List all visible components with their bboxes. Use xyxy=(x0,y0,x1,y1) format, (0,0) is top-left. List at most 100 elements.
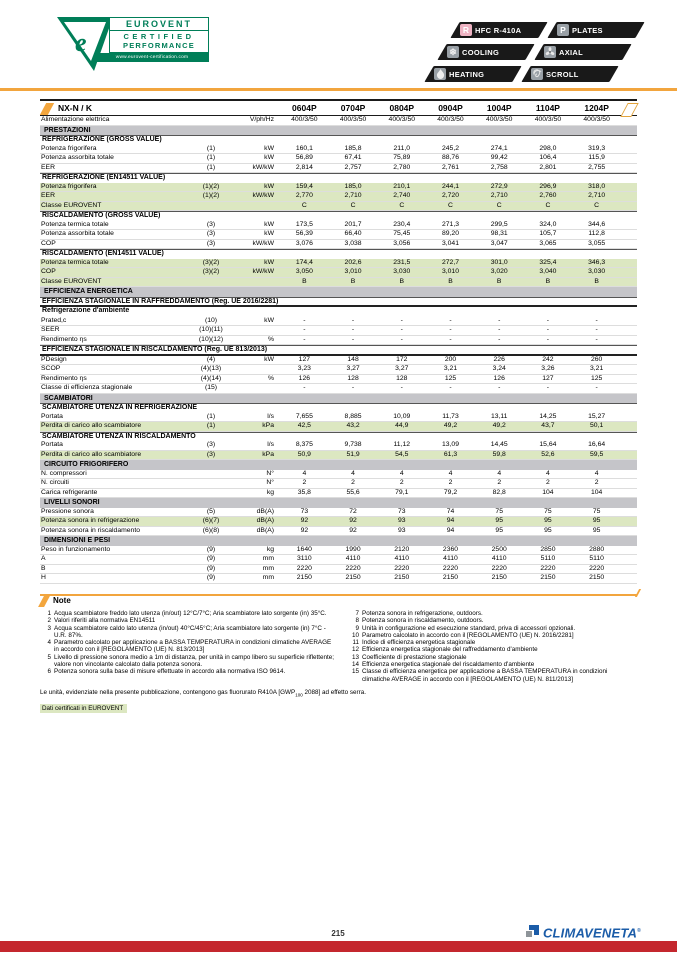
table-row: Potenza termica totale (3) kW 173,5 201,7 230… xyxy=(40,220,637,230)
row-value: 200 xyxy=(444,355,457,363)
row-value: 3,27 xyxy=(346,365,360,372)
row-unit: mm xyxy=(262,574,274,581)
row-value: - xyxy=(351,384,355,391)
row-value: - xyxy=(498,326,501,333)
row-note-ref: (3)(2) xyxy=(202,258,220,266)
model-column-header: 0704P xyxy=(340,103,366,113)
row-unit: N° xyxy=(266,469,274,477)
note-number: 13 xyxy=(351,653,359,661)
table-row: Portata (1) l/s 7,655 8,885 10,09 11,73 13,11 14… xyxy=(40,412,637,422)
row-value: 4 xyxy=(546,469,550,477)
row-value: 3,020 xyxy=(490,268,508,275)
row-value: 274,1 xyxy=(490,144,508,152)
row-value: 3,038 xyxy=(344,239,362,247)
row-value: 2,761 xyxy=(441,163,459,171)
badge-scroll: SCROLL xyxy=(521,66,619,82)
row-value: 2500 xyxy=(491,545,507,553)
row-value: 2220 xyxy=(345,564,361,572)
row-value: 226 xyxy=(493,355,505,363)
table-subsection-row: RISCALDAMENTO (EN14511 VALUE) xyxy=(40,249,637,259)
row-value: 74 xyxy=(446,507,455,515)
row-label: EFFICIENZA ENERGETICA xyxy=(44,288,133,295)
note-number: 4 xyxy=(47,639,51,647)
note-number: 7 xyxy=(355,610,359,617)
table-row: Potenza termica totale (3)(2) kW 174,4 202,6… xyxy=(40,258,637,268)
row-value: 75 xyxy=(592,507,601,515)
fluorinated-gas-statement: Le unità, evidenziate nella presente pub… xyxy=(40,688,366,698)
row-note-ref: (5) xyxy=(206,507,216,515)
row-value: - xyxy=(400,316,403,324)
row-value: 93 xyxy=(398,526,406,534)
row-value: 11,73 xyxy=(442,412,459,420)
row-label: EER xyxy=(41,163,55,171)
row-value: 346,3 xyxy=(588,258,606,266)
table-row: Carica refrigerante kg 35,8 55,6 79,1 79,2 82,… xyxy=(40,489,637,498)
row-unit: l/s xyxy=(267,412,274,420)
note-item: 7 Potenza sonora in refrigerazione, outdo… xyxy=(348,610,637,617)
row-unit: kW xyxy=(264,220,274,228)
row-note-ref: (10) xyxy=(204,316,218,324)
row-note-ref: (1) xyxy=(206,163,216,171)
note-item: 13 Coefficiente di prestazione stagionale xyxy=(348,654,637,661)
row-value: 115,9 xyxy=(588,154,605,161)
row-value: 95 xyxy=(544,526,552,534)
row-value: 245,2 xyxy=(441,144,459,152)
row-label: Potenza assorbita totale xyxy=(41,230,114,237)
row-value: 7,655 xyxy=(295,412,313,420)
row-note-ref: (1) xyxy=(206,144,216,152)
row-unit: kW/kW xyxy=(252,163,274,171)
row-value: 95 xyxy=(495,526,503,534)
row-value: 400/3/50 xyxy=(534,116,562,123)
row-unit: dB(A) xyxy=(256,517,274,524)
row-value: 2,757 xyxy=(344,163,362,171)
row-label: Perdita di carico allo scambiatore xyxy=(41,450,142,458)
row-value: 2150 xyxy=(345,574,361,581)
note-text: Coefficiente di prestazione stagionale xyxy=(362,653,467,661)
row-value: - xyxy=(498,335,501,343)
badge-label: HEATING xyxy=(449,69,485,79)
row-label: Classe EUROVENT xyxy=(41,201,102,209)
note-number: 5 xyxy=(47,653,51,661)
row-label: H xyxy=(41,574,46,581)
row-value: B xyxy=(302,277,307,285)
model-column-header: 0904P xyxy=(438,103,463,113)
badge-axial: AXIAL xyxy=(534,44,632,60)
row-value: 400/3/50 xyxy=(339,116,367,123)
note-text: Parametro calcolato per applicazione a B… xyxy=(54,639,332,654)
row-value: - xyxy=(595,316,598,324)
row-label: Rendimento ηs xyxy=(41,335,87,343)
table-row: Potenza assorbita totale (1) kW 56,89 67,41 7… xyxy=(40,154,637,164)
badge-column-right: P PLATES AXIAL SCROLL xyxy=(521,22,645,88)
row-value: 2,720 xyxy=(441,192,459,199)
row-note-ref: (3) xyxy=(206,239,216,247)
row-value: 1640 xyxy=(296,545,312,553)
row-value: 3,010 xyxy=(441,268,459,275)
row-unit: kW/kW xyxy=(252,268,274,275)
row-value: 10,09 xyxy=(393,412,411,420)
row-value: 15,27 xyxy=(588,412,606,420)
badge-label: AXIAL xyxy=(559,47,583,57)
row-value: 56,39 xyxy=(295,230,313,237)
table-header-row: NX-N / K 0604P 0704P 0804P 0904P 1004P 1104P 1… xyxy=(39,99,639,117)
row-label: Potenza termica totale xyxy=(41,220,109,228)
row-value: 106,4 xyxy=(539,154,557,161)
eurovent-certified: CERTIFIED xyxy=(123,32,195,41)
table-row: SEER (10)(11) - - - - - - - xyxy=(40,326,637,336)
row-value: 92 xyxy=(349,526,357,534)
note-item: 11 Indice di efficienza energetica stagio… xyxy=(348,639,637,646)
row-value: C xyxy=(350,201,356,209)
row-unit: kW xyxy=(264,230,274,237)
table-row: N. circuiti N° 2 2 2 2 2 2 2 xyxy=(40,479,637,489)
row-value: 400/3/50 xyxy=(291,116,318,123)
row-value: 2360 xyxy=(442,545,459,553)
row-value: B xyxy=(350,277,356,285)
row-value: C xyxy=(301,201,307,209)
row-value: 73 xyxy=(300,507,309,515)
row-value: B xyxy=(448,277,453,285)
row-value: 3,23 xyxy=(297,365,311,372)
row-label: Potenza sonora in riscaldamento xyxy=(41,526,140,534)
row-value: 4110 xyxy=(345,555,361,562)
table-row: B (9) mm 2220 2220 2220 2220 2220 2220 2220 xyxy=(40,564,637,574)
row-value: 2,710 xyxy=(490,192,508,199)
